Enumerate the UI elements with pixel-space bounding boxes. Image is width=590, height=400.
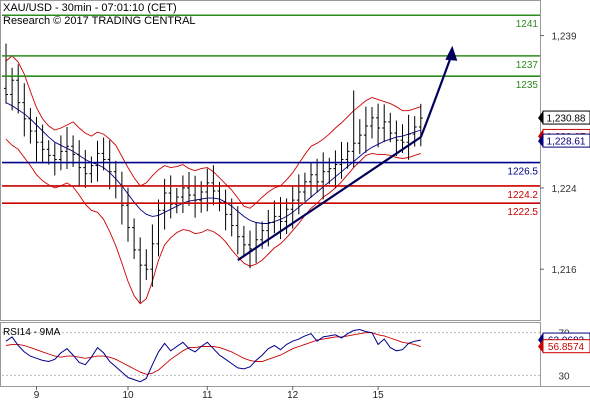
rsi-line bbox=[5, 328, 421, 383]
x-tick-label: 10 bbox=[122, 390, 134, 400]
level-label-1237: 1237 bbox=[516, 60, 539, 71]
rsi-ma-line bbox=[5, 332, 421, 375]
rsi-tag-pointer bbox=[538, 339, 543, 353]
level-label-1241: 1241 bbox=[516, 19, 539, 30]
rsi-tick-label: 30 bbox=[558, 371, 570, 382]
projection-arrow-head bbox=[445, 45, 458, 61]
rsi-label: RSI14 - 9MA bbox=[3, 327, 61, 338]
x-tick-label: 11 bbox=[202, 390, 213, 400]
x-tick-label: 15 bbox=[373, 390, 385, 400]
chart-title: XAU/USD - 30min - 07:01:10 (CET) bbox=[3, 2, 177, 14]
main-panel-frame bbox=[0, 0, 541, 321]
price-tag-label: 1,228.61 bbox=[547, 137, 586, 148]
support-trendline bbox=[237, 136, 422, 261]
y-tick-label: 1,239 bbox=[551, 32, 576, 43]
level-label-1224.2: 1224.2 bbox=[507, 190, 538, 201]
y-tick-label: 1,216 bbox=[551, 265, 576, 276]
level-label-1226.5: 1226.5 bbox=[507, 167, 538, 178]
price-tag-pointer bbox=[538, 111, 543, 125]
projection-arrow bbox=[419, 55, 453, 138]
x-tick-label: 9 bbox=[34, 390, 40, 400]
bollinger-lower-line bbox=[5, 138, 421, 305]
rsi-tag-label: 56.8574 bbox=[548, 342, 585, 353]
x-tick-label: 12 bbox=[287, 390, 299, 400]
level-label-1222.5: 1222.5 bbox=[507, 207, 538, 218]
y-tick-label: 1,224 bbox=[551, 184, 576, 195]
price-tag-label: 1,230.88 bbox=[547, 114, 586, 125]
rsi-panel-frame bbox=[0, 322, 541, 387]
price-tag-pointer bbox=[538, 134, 543, 148]
level-label-1235: 1235 bbox=[516, 80, 539, 91]
chart-copyright: Research © 2017 TRADING CENTRAL bbox=[3, 15, 196, 27]
